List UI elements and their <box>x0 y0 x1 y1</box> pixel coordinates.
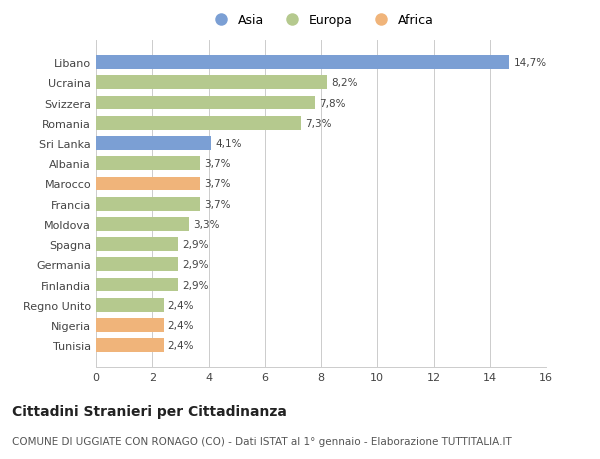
Text: Cittadini Stranieri per Cittadinanza: Cittadini Stranieri per Cittadinanza <box>12 404 287 418</box>
Text: 2,4%: 2,4% <box>168 300 194 310</box>
Bar <box>96 137 211 151</box>
Bar <box>96 157 200 171</box>
Bar <box>96 117 301 130</box>
Legend: Asia, Europa, Africa: Asia, Europa, Africa <box>205 11 437 30</box>
Text: 3,7%: 3,7% <box>204 159 231 169</box>
Bar <box>96 218 189 231</box>
Bar <box>96 339 163 353</box>
Text: 8,2%: 8,2% <box>331 78 358 88</box>
Bar <box>96 319 163 332</box>
Text: 14,7%: 14,7% <box>514 58 547 68</box>
Text: 2,9%: 2,9% <box>182 260 208 270</box>
Text: 3,7%: 3,7% <box>204 179 231 189</box>
Bar <box>96 197 200 211</box>
Text: 2,4%: 2,4% <box>168 341 194 351</box>
Bar <box>96 258 178 272</box>
Bar <box>96 56 509 70</box>
Text: 7,3%: 7,3% <box>305 118 332 129</box>
Text: 2,4%: 2,4% <box>168 320 194 330</box>
Bar <box>96 238 178 252</box>
Bar <box>96 96 316 110</box>
Text: COMUNE DI UGGIATE CON RONAGO (CO) - Dati ISTAT al 1° gennaio - Elaborazione TUTT: COMUNE DI UGGIATE CON RONAGO (CO) - Dati… <box>12 436 512 446</box>
Text: 7,8%: 7,8% <box>320 98 346 108</box>
Text: 3,7%: 3,7% <box>204 199 231 209</box>
Bar <box>96 177 200 191</box>
Bar <box>96 76 326 90</box>
Text: 2,9%: 2,9% <box>182 280 208 290</box>
Text: 3,3%: 3,3% <box>193 219 220 230</box>
Text: 4,1%: 4,1% <box>215 139 242 149</box>
Text: 2,9%: 2,9% <box>182 240 208 250</box>
Bar <box>96 298 163 312</box>
Bar <box>96 278 178 292</box>
